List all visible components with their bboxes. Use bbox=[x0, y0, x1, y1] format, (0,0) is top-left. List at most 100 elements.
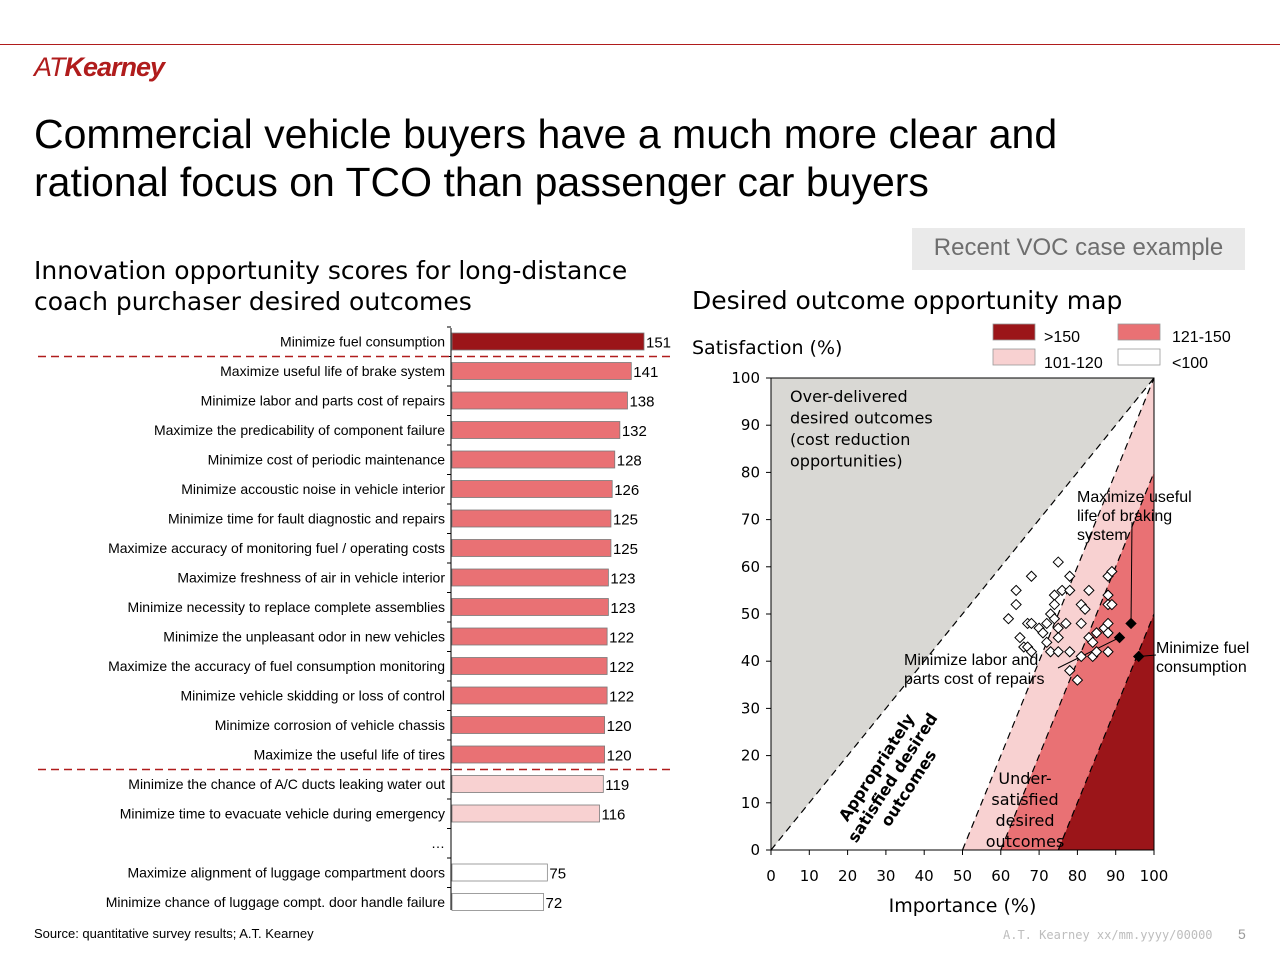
outcome-point bbox=[1025, 570, 1038, 582]
bar-value-label: 122 bbox=[609, 659, 634, 676]
bar-category-label: Minimize vehicle skidding or loss of con… bbox=[180, 688, 445, 704]
legend-swatch bbox=[992, 348, 1036, 366]
bar-category-label: Minimize the chance of A/C ducts leaking… bbox=[128, 776, 445, 792]
outcome-point bbox=[1041, 617, 1053, 630]
outcome-point bbox=[1048, 613, 1061, 625]
y-tick-label: 70 bbox=[741, 511, 760, 529]
legend-label: 121-150 bbox=[1172, 329, 1231, 346]
bar bbox=[451, 332, 645, 351]
bar bbox=[451, 421, 621, 439]
bar-category-label: Minimize corrosion of vehicle chassis bbox=[215, 717, 445, 733]
outcome-point bbox=[1064, 664, 1076, 677]
outcome-point bbox=[1075, 650, 1087, 663]
bar-value-label: 122 bbox=[609, 689, 634, 706]
bar-value-label: 72 bbox=[546, 895, 563, 912]
bar-category-label: Minimize labor and parts cost of repairs bbox=[201, 393, 445, 409]
x-tick-label: 10 bbox=[800, 867, 819, 885]
bar-value-label: 120 bbox=[607, 718, 632, 735]
outcome-point bbox=[1056, 584, 1068, 597]
bar bbox=[451, 657, 608, 675]
bar-value-label: 138 bbox=[629, 394, 654, 411]
y-tick-label: 0 bbox=[750, 841, 760, 859]
outcome-point bbox=[1106, 565, 1118, 578]
outcome-point bbox=[1014, 631, 1026, 644]
bar-value-label: 75 bbox=[549, 866, 566, 883]
outcome-point bbox=[1025, 617, 1038, 630]
bar-value-label: 126 bbox=[614, 482, 639, 499]
bar-value-label: 123 bbox=[610, 571, 635, 588]
bar-category-label: Minimize time for fault diagnostic and r… bbox=[168, 511, 445, 527]
bar bbox=[451, 627, 608, 646]
x-tick-label: 70 bbox=[1030, 867, 1049, 885]
outcome-point bbox=[1102, 646, 1114, 658]
bar-category-label: Minimize necessity to replace complete a… bbox=[128, 599, 445, 615]
bar bbox=[451, 568, 609, 587]
braking-annotation: Maximize useful life of braking system bbox=[1077, 489, 1192, 544]
bar-category-label: Minimize cost of periodic maintenance bbox=[208, 452, 446, 468]
x-tick-label: 0 bbox=[766, 867, 776, 885]
bar-value-label: 119 bbox=[605, 777, 629, 794]
bar-value-label: 128 bbox=[617, 453, 642, 470]
bar bbox=[451, 893, 544, 911]
legend-label: <100 bbox=[1172, 355, 1208, 372]
opportunity-threshold-line bbox=[1000, 472, 1155, 851]
y-tick-label: 60 bbox=[741, 558, 760, 576]
fuel-annotation: Minimize fuel consumption bbox=[1156, 640, 1249, 676]
highlighted-outcome-point bbox=[1125, 617, 1137, 630]
outcome-point bbox=[1052, 646, 1064, 658]
x-tick-label: 20 bbox=[838, 867, 857, 885]
bar-category-label: Minimize the unpleasant odor in new vehi… bbox=[163, 629, 445, 645]
labor-annotation: Minimize labor and parts cost of repairs bbox=[904, 652, 1045, 688]
outcome-point bbox=[1044, 646, 1057, 658]
bar bbox=[451, 863, 548, 882]
y-tick-label: 50 bbox=[741, 605, 760, 623]
opportunity-threshold-line bbox=[1057, 613, 1155, 851]
legend-label: >150 bbox=[1044, 329, 1080, 346]
outcome-point bbox=[1106, 598, 1118, 611]
bar-value-label: 125 bbox=[613, 541, 638, 558]
bar-chart-title: Innovation opportunity scores for long-d… bbox=[34, 256, 628, 316]
y-tick-label: 10 bbox=[741, 794, 760, 812]
bar-value-label: 122 bbox=[609, 630, 634, 647]
bar bbox=[451, 480, 613, 498]
bar bbox=[451, 362, 632, 380]
page-title: Commercial vehicle buyers have a much mo… bbox=[34, 111, 1058, 205]
case-example-tag: Recent VOC case example bbox=[912, 228, 1245, 270]
page-number: 5 bbox=[1238, 926, 1246, 942]
y-tick-label: 100 bbox=[731, 369, 760, 387]
footer-code: A.T. Kearney xx/mm.yyyy/00000 bbox=[1003, 928, 1213, 942]
outcome-point bbox=[1010, 598, 1022, 611]
legend-swatch bbox=[1117, 348, 1161, 366]
x-axis-title: Importance (%) bbox=[889, 895, 1037, 917]
bar-category-label: Maximize alignment of luggage compartmen… bbox=[128, 865, 446, 881]
outcome-point bbox=[1064, 584, 1076, 597]
braking-leader-line bbox=[1130, 521, 1133, 624]
legend-label: 101-120 bbox=[1044, 355, 1103, 372]
x-tick-label: 60 bbox=[991, 867, 1010, 885]
bar-category-label: Minimize accoustic noise in vehicle inte… bbox=[181, 481, 445, 497]
outcome-point bbox=[1048, 598, 1061, 611]
outcome-point bbox=[1090, 646, 1103, 658]
outcome-point bbox=[1010, 584, 1022, 597]
bar-category-label: Maximize the accuracy of fuel consumptio… bbox=[108, 658, 445, 674]
y-tick-label: 30 bbox=[741, 699, 760, 717]
bar bbox=[451, 716, 605, 734]
bar-value-label: 120 bbox=[607, 748, 632, 765]
x-tick-label: 100 bbox=[1140, 867, 1169, 885]
bar-category-label: Maximize the predicability of component … bbox=[154, 422, 445, 438]
outcome-point bbox=[1075, 617, 1087, 630]
outcome-point bbox=[1060, 617, 1072, 630]
bar bbox=[451, 686, 608, 705]
logo-at: AT bbox=[34, 52, 65, 82]
bar bbox=[451, 775, 604, 793]
opportunity-threshold-line bbox=[770, 377, 1155, 851]
bar bbox=[451, 745, 605, 764]
bar-category-label: Maximize freshness of air in vehicle int… bbox=[177, 570, 445, 586]
labor-leader-line bbox=[1057, 637, 1120, 669]
bar-value-label: 141 bbox=[633, 364, 658, 381]
outcome-point bbox=[1052, 556, 1064, 568]
over-delivered-label: Over-delivered desired outcomes (cost redu… bbox=[790, 387, 933, 471]
bar bbox=[451, 804, 600, 823]
under-satisfied-label: Under-satisfied desired outcomes bbox=[986, 769, 1065, 851]
